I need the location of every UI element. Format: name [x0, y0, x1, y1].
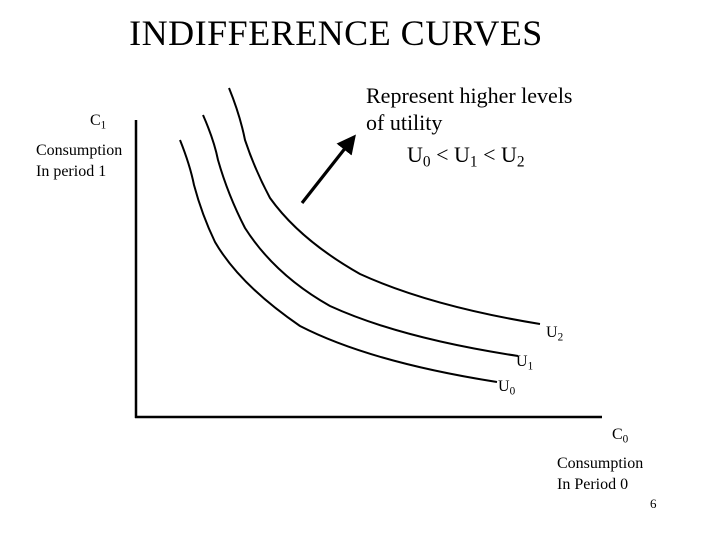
indifference-curve-u2 [228, 87, 541, 325]
indifference-curve-u1 [202, 114, 519, 357]
utility-arrow [300, 134, 356, 204]
utility-inequality: U0 < U1 < U2 [407, 142, 525, 171]
curve-label-u1: U1 [516, 353, 534, 373]
curve-label-u2: U2 [546, 324, 564, 344]
y-axis-symbol: C1 [90, 112, 107, 132]
x-axis-symbol: C0 [612, 426, 629, 446]
curve-label-u0: U0 [498, 378, 516, 398]
annotation-text: Represent higher levels of utility [366, 82, 573, 136]
y-axis-label: Consumption In period 1 [36, 140, 122, 182]
y-axis-label-line2: In period 1 [36, 163, 107, 180]
annotation-line1: Represent higher levels [366, 83, 573, 108]
y-axis-label-line1: Consumption [36, 142, 123, 159]
indifference-curve-u0 [179, 139, 498, 383]
annotation-line2: of utility [366, 110, 443, 135]
x-axis-label-line1: Consumption [557, 455, 644, 472]
x-axis-label-line2: In Period 0 [557, 476, 629, 493]
x-axis-label: Consumption In Period 0 [557, 453, 643, 495]
page-number: 6 [650, 496, 657, 511]
slide-title: INDIFFERENCE CURVES [129, 13, 543, 53]
